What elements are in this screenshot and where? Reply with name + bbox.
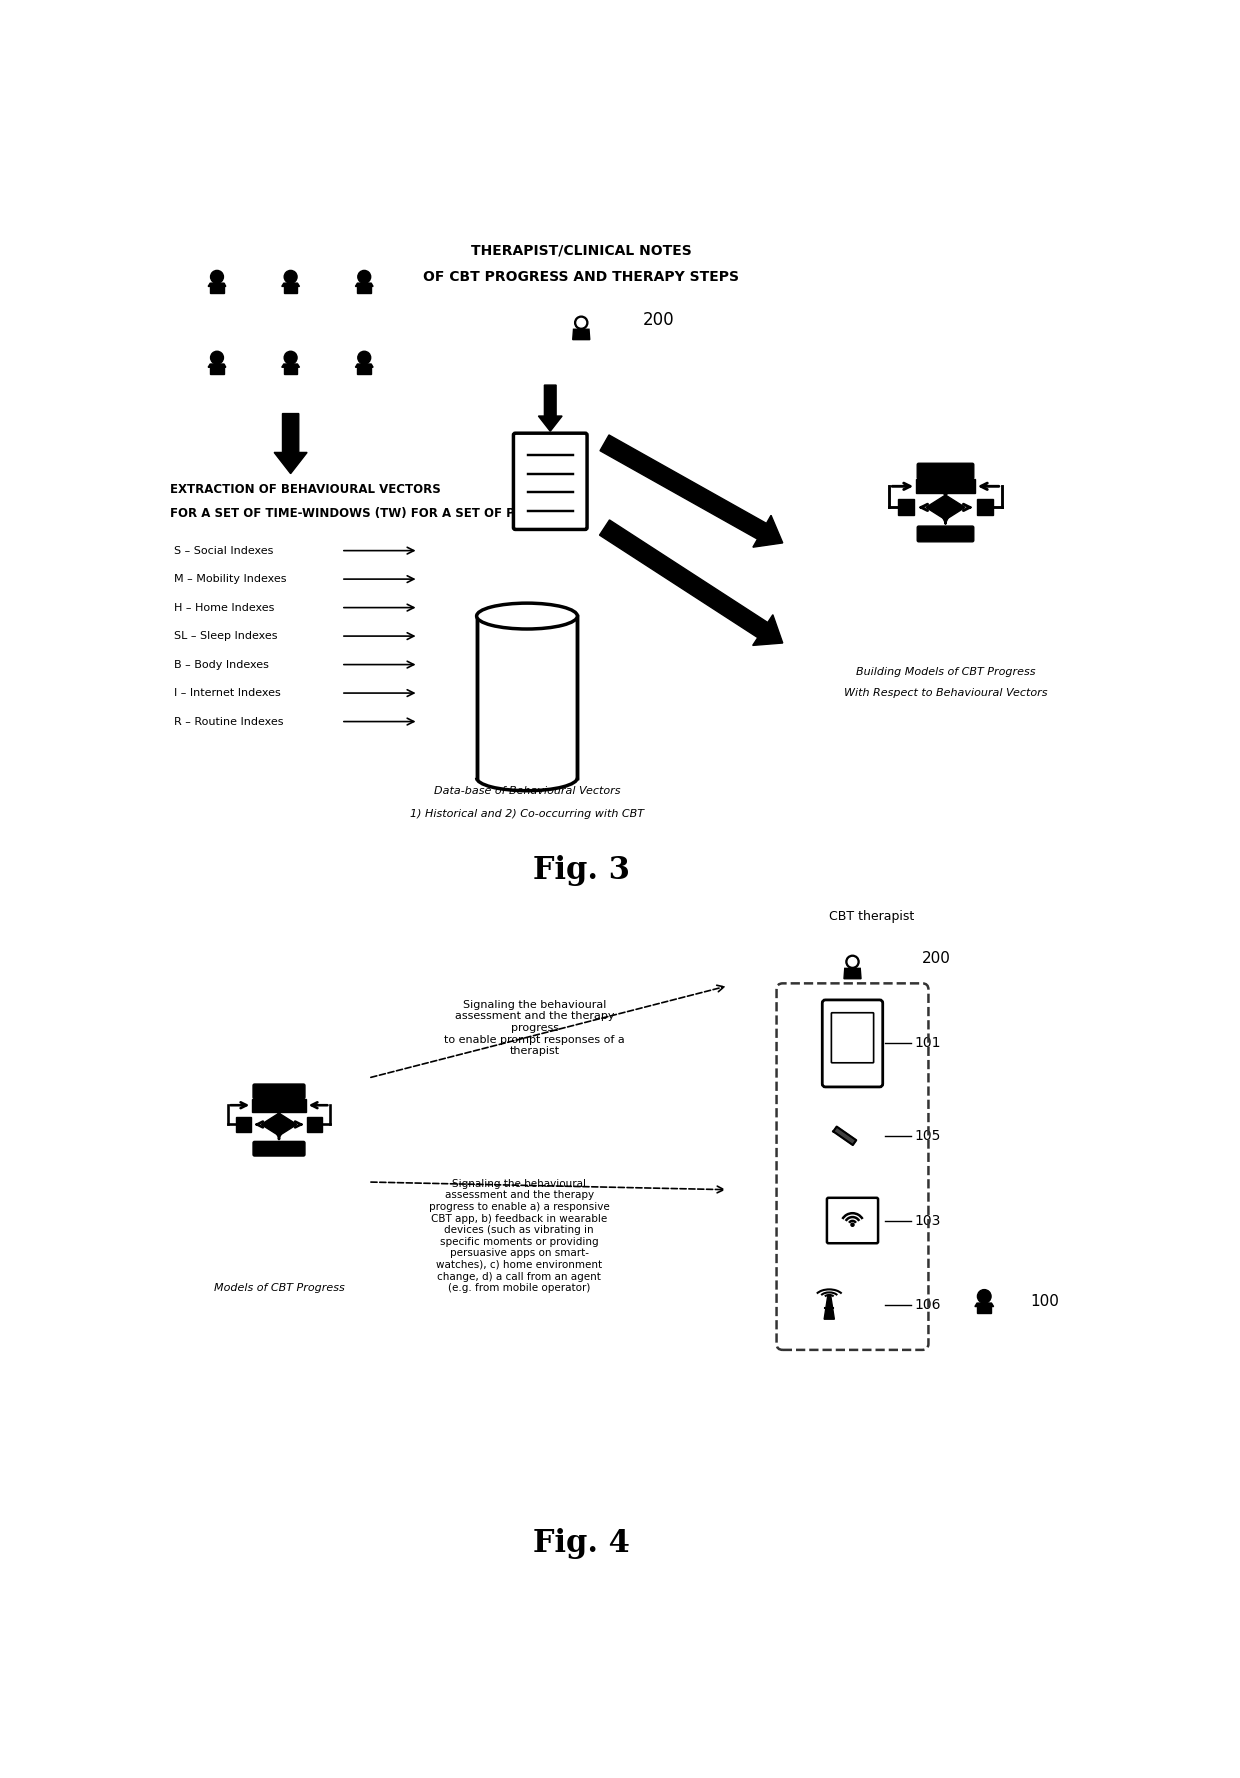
Text: CBT therapist: CBT therapist (830, 910, 915, 923)
Polygon shape (599, 519, 782, 645)
Text: M – Mobility Indexes: M – Mobility Indexes (175, 574, 286, 585)
FancyBboxPatch shape (236, 1117, 250, 1133)
Text: Data-base of Behavioural Vectors: Data-base of Behavioural Vectors (434, 786, 620, 797)
Text: Models of CBT Progress: Models of CBT Progress (213, 1284, 345, 1293)
Text: With Respect to Behavioural Vectors: With Respect to Behavioural Vectors (843, 688, 1048, 699)
Circle shape (846, 955, 859, 969)
FancyBboxPatch shape (918, 464, 973, 478)
Text: OF CBT PROGRESS AND THERAPY STEPS: OF CBT PROGRESS AND THERAPY STEPS (423, 270, 739, 284)
FancyBboxPatch shape (831, 1013, 874, 1063)
Polygon shape (357, 364, 371, 373)
Polygon shape (926, 494, 965, 519)
Text: EXTRACTION OF BEHAVIOURAL VECTORS: EXTRACTION OF BEHAVIOURAL VECTORS (171, 482, 441, 496)
Polygon shape (284, 283, 298, 293)
Circle shape (358, 352, 371, 364)
Polygon shape (356, 364, 373, 368)
Text: 105: 105 (915, 1129, 941, 1143)
Polygon shape (476, 615, 578, 777)
Text: 200: 200 (923, 951, 951, 965)
Polygon shape (573, 329, 590, 340)
Text: R – Routine Indexes: R – Routine Indexes (175, 717, 284, 727)
Polygon shape (210, 364, 224, 373)
Circle shape (851, 1223, 854, 1227)
Polygon shape (975, 1303, 993, 1307)
Text: 101: 101 (915, 1037, 941, 1051)
FancyBboxPatch shape (827, 1198, 878, 1243)
Polygon shape (844, 969, 861, 978)
Circle shape (211, 352, 223, 364)
Circle shape (848, 958, 857, 965)
Polygon shape (210, 283, 224, 293)
Polygon shape (284, 364, 298, 373)
Text: B – Body Indexes: B – Body Indexes (175, 660, 269, 670)
Polygon shape (356, 283, 373, 286)
Text: Building Models of CBT Progress: Building Models of CBT Progress (856, 667, 1035, 677)
Polygon shape (357, 283, 371, 293)
Text: 103: 103 (915, 1214, 941, 1227)
Polygon shape (977, 1303, 992, 1314)
Text: 106: 106 (915, 1298, 941, 1312)
Polygon shape (281, 283, 300, 286)
Text: Fig. 4: Fig. 4 (533, 1529, 630, 1559)
FancyBboxPatch shape (308, 1117, 322, 1133)
Circle shape (574, 316, 588, 329)
Text: 100: 100 (1030, 1294, 1060, 1309)
Polygon shape (600, 436, 782, 548)
FancyBboxPatch shape (513, 434, 587, 530)
FancyBboxPatch shape (918, 526, 973, 542)
Polygon shape (274, 414, 308, 473)
Text: SL – Sleep Indexes: SL – Sleep Indexes (175, 631, 278, 642)
Text: THERAPIST/CLINICAL NOTES: THERAPIST/CLINICAL NOTES (471, 244, 692, 258)
Polygon shape (281, 364, 300, 368)
Circle shape (577, 318, 585, 327)
FancyBboxPatch shape (822, 999, 883, 1086)
FancyBboxPatch shape (252, 1099, 306, 1111)
Polygon shape (851, 965, 854, 969)
FancyBboxPatch shape (898, 500, 914, 516)
Circle shape (358, 270, 371, 283)
FancyBboxPatch shape (977, 500, 993, 516)
Text: Fig. 3: Fig. 3 (533, 855, 630, 885)
Polygon shape (208, 283, 226, 286)
Text: FOR A SET OF TIME-WINDOWS (TW) FOR A SET OF PATIENTS: FOR A SET OF TIME-WINDOWS (TW) FOR A SET… (171, 507, 569, 521)
Polygon shape (208, 364, 226, 368)
Text: Signaling the behavioural
assessment and the therapy
progress
to enable prompt r: Signaling the behavioural assessment and… (444, 999, 625, 1056)
FancyBboxPatch shape (253, 1085, 305, 1099)
Polygon shape (262, 1113, 296, 1136)
Circle shape (977, 1289, 991, 1303)
Text: Signaling the behavioural
assessment and the therapy
progress to enable a) a res: Signaling the behavioural assessment and… (429, 1179, 610, 1293)
FancyBboxPatch shape (916, 480, 975, 493)
Circle shape (284, 352, 298, 364)
Polygon shape (580, 327, 583, 329)
Circle shape (211, 270, 223, 283)
Text: I – Internet Indexes: I – Internet Indexes (175, 688, 281, 699)
FancyBboxPatch shape (253, 1141, 305, 1156)
Polygon shape (538, 386, 562, 432)
Polygon shape (833, 1127, 857, 1145)
Text: 1) Historical and 2) Co-occurring with CBT: 1) Historical and 2) Co-occurring with C… (410, 809, 644, 820)
Circle shape (284, 270, 298, 283)
Text: S – Social Indexes: S – Social Indexes (175, 546, 274, 555)
Text: 200: 200 (644, 311, 675, 329)
Polygon shape (825, 1296, 835, 1319)
Text: H – Home Indexes: H – Home Indexes (175, 603, 275, 613)
Ellipse shape (476, 603, 578, 629)
